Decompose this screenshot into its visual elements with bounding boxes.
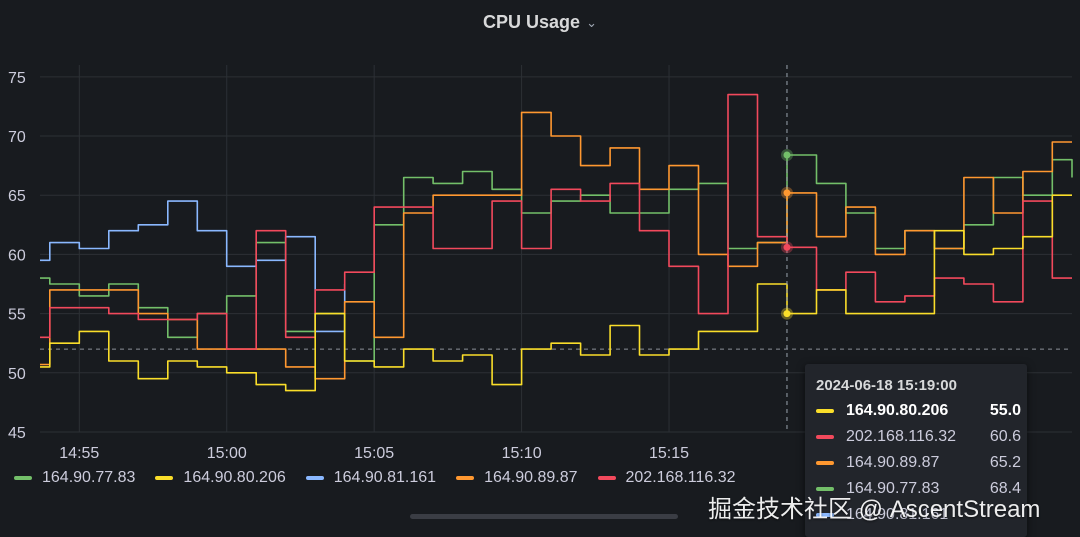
y-tick-label: 70: [8, 129, 26, 146]
x-tick-label: 15:15: [649, 445, 689, 462]
tooltip-row: 164.90.89.87 65.2: [816, 454, 1021, 472]
hover-point: [783, 310, 791, 318]
tooltip-row: 164.90.81.161: [816, 506, 1021, 524]
legend-item[interactable]: 164.90.77.83: [14, 469, 135, 487]
y-tick-label: 75: [8, 70, 26, 87]
tooltip-series-name: 202.168.116.32: [846, 428, 957, 445]
tooltip-value: 65.2: [989, 454, 1021, 471]
legend-item[interactable]: 164.90.81.161: [305, 469, 437, 487]
chevron-down-icon[interactable]: ⌄: [586, 15, 597, 30]
x-tick-label: 14:55: [59, 445, 99, 462]
legend-label: 164.90.81.161: [333, 469, 437, 486]
legend-swatch: [305, 476, 324, 480]
tooltip-row: 164.90.80.206 55.0: [816, 402, 1021, 420]
series-line-164-90-77-83: [40, 154, 1073, 362]
tooltip-series-name: 164.90.80.206: [846, 402, 949, 419]
x-tick-label: 15:05: [354, 445, 394, 462]
legend-label: 164.90.77.83: [42, 469, 136, 486]
tooltip-value: 55.0: [989, 402, 1021, 419]
legend-label: 202.168.116.32: [625, 469, 736, 486]
tooltip-swatch: [816, 461, 834, 465]
hover-tooltip: 2024-06-18 15:19:00 164.90.80.206 55.0 2…: [805, 364, 1027, 537]
series-line-164-90-81-161: [40, 200, 346, 333]
series-line-202-168-116-32: [40, 93, 1072, 350]
series-line-164-90-89-87: [40, 111, 1072, 380]
legend-swatch: [14, 476, 32, 480]
y-tick-label: 50: [8, 366, 26, 383]
legend-item[interactable]: 164.90.80.206: [155, 469, 286, 487]
hover-point: [783, 243, 791, 251]
tooltip-swatch: [816, 409, 834, 413]
legend-swatch: [456, 476, 475, 480]
tooltip-row: 164.90.77.83 68.4: [816, 480, 1021, 498]
x-tick-label: 15:10: [502, 445, 542, 462]
tooltip-series-name: 164.90.81.161: [846, 506, 949, 523]
hover-point: [783, 151, 791, 159]
hover-point: [783, 189, 791, 197]
tooltip-swatch: [816, 513, 834, 517]
legend-item[interactable]: 202.168.116.32: [597, 469, 736, 487]
horizontal-scrollbar[interactable]: [410, 514, 678, 519]
tooltip-row: 202.168.116.32 60.6: [816, 428, 1021, 446]
tooltip-time: 2024-06-18 15:19:00: [816, 377, 957, 394]
tooltip-swatch: [816, 435, 834, 439]
tooltip-swatch: [816, 487, 834, 491]
legend-swatch: [597, 476, 616, 480]
legend-label: 164.90.80.206: [183, 469, 286, 486]
tooltip-series-name: 164.90.77.83: [846, 480, 940, 497]
legend-swatch: [155, 476, 174, 480]
tooltip-value: 60.6: [989, 428, 1021, 445]
series-line-164-90-80-206: [40, 194, 1072, 392]
chart-legend: 164.90.77.83 164.90.80.206 164.90.81.161…: [14, 469, 736, 487]
panel-title[interactable]: CPU Usage: [483, 11, 581, 32]
legend-item[interactable]: 164.90.89.87: [456, 469, 578, 487]
tooltip-series-name: 164.90.89.87: [846, 454, 940, 471]
tooltip-value: 68.4: [989, 480, 1021, 497]
y-tick-label: 65: [8, 188, 26, 205]
legend-label: 164.90.89.87: [484, 469, 578, 486]
panel-header[interactable]: CPU Usage ⌄: [0, 8, 1080, 36]
y-tick-label: 60: [8, 247, 26, 264]
x-tick-label: 15:00: [207, 445, 247, 462]
y-tick-label: 55: [8, 307, 26, 324]
watermark-text: 掘金技术社区 @ AscentStream: [708, 496, 1041, 523]
y-tick-label: 45: [8, 425, 26, 442]
